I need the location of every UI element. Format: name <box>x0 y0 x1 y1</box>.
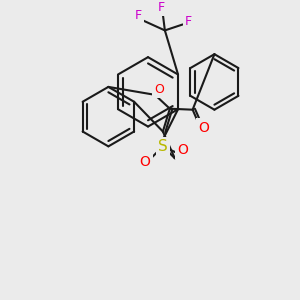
Text: O: O <box>198 121 209 134</box>
Text: O: O <box>154 83 164 96</box>
Text: F: F <box>157 1 164 14</box>
Text: O: O <box>140 155 151 169</box>
Text: F: F <box>185 15 192 28</box>
Text: F: F <box>134 9 142 22</box>
Text: S: S <box>158 139 168 154</box>
Text: O: O <box>177 143 188 157</box>
